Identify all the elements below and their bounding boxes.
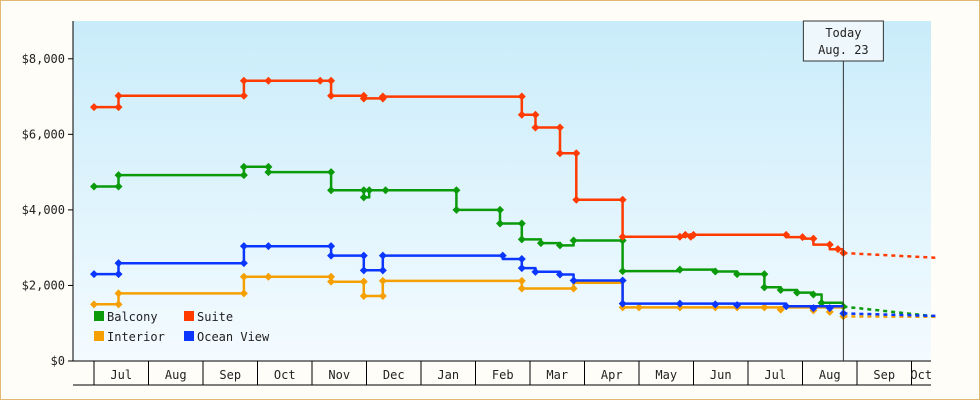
- x-tick-label: Oct: [274, 368, 296, 382]
- y-tick-label: $4,000: [22, 203, 65, 217]
- x-tick-label: May: [655, 368, 677, 382]
- x-tick-label: Jun: [710, 368, 732, 382]
- y-tick-label: $0: [51, 354, 65, 368]
- x-tick-label: Apr: [601, 368, 623, 382]
- x-tick-label: Aug: [165, 368, 187, 382]
- y-tick-label: $2,000: [22, 278, 65, 292]
- today-date-label: Aug. 23: [818, 43, 869, 57]
- x-tick-label: Oct: [910, 368, 932, 382]
- y-tick-label: $8,000: [22, 52, 65, 66]
- x-tick-label: Aug: [819, 368, 841, 382]
- x-tick-label: Feb: [492, 368, 514, 382]
- legend-label-suite: Suite: [197, 310, 233, 324]
- legend-swatch-suite: [184, 311, 194, 321]
- x-tick-label: Nov: [328, 368, 350, 382]
- x-tick-label: Sep: [873, 368, 895, 382]
- x-tick-label: Jul: [764, 368, 786, 382]
- legend-swatch-balcony: [94, 311, 104, 321]
- x-tick-label: Jan: [437, 368, 459, 382]
- legend-label-balcony: Balcony: [107, 310, 158, 324]
- x-tick-label: Sep: [219, 368, 241, 382]
- y-tick-label: $6,000: [22, 127, 65, 141]
- legend-swatch-ocean-view: [184, 331, 194, 341]
- today-label: Today: [825, 26, 861, 40]
- x-tick-label: Mar: [546, 368, 568, 382]
- x-tick-label: Jul: [110, 368, 132, 382]
- legend-label-ocean-view: Ocean View: [197, 330, 270, 344]
- legend-label-interior: Interior: [107, 330, 165, 344]
- legend-swatch-interior: [94, 331, 104, 341]
- x-tick-label: Dec: [383, 368, 405, 382]
